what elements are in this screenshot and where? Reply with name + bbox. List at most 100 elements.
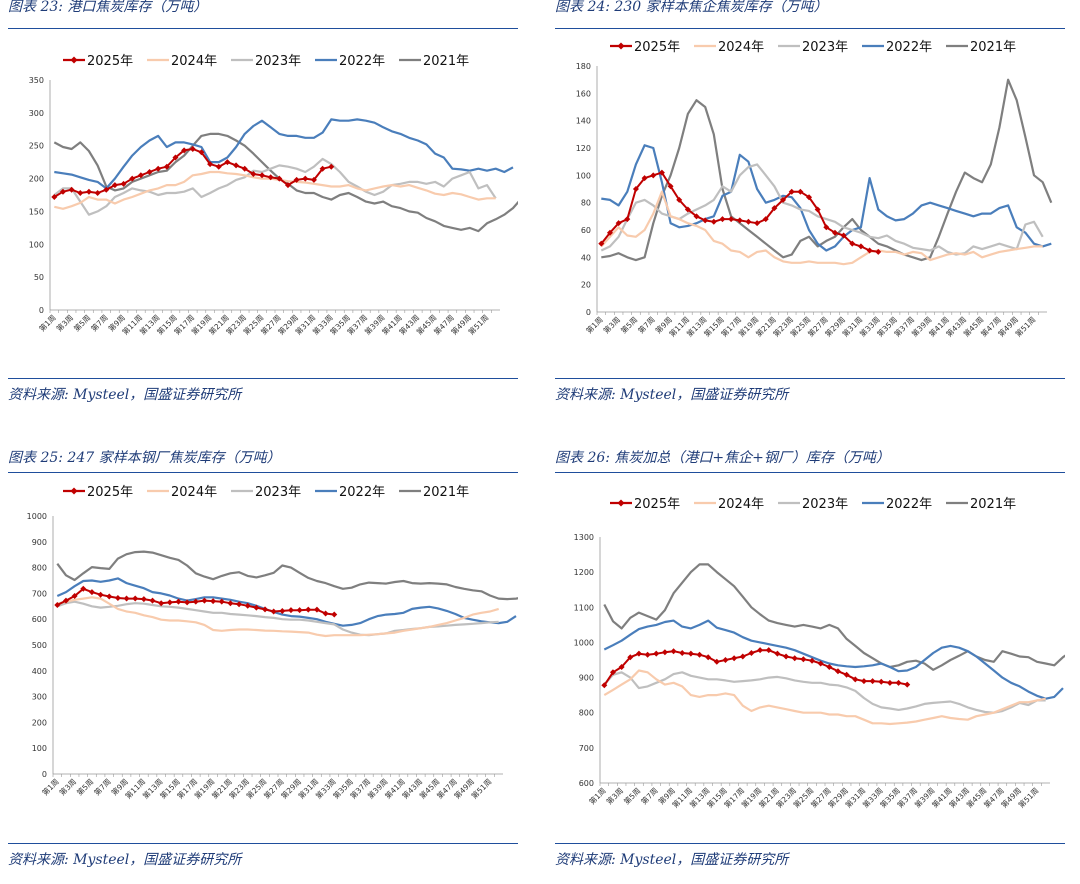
data-point [259, 172, 266, 179]
data-point [210, 598, 217, 605]
data-point [771, 205, 778, 212]
x-tick-label: 第3周 [601, 314, 622, 335]
data-point [719, 216, 726, 223]
y-tick-label: 1000 [574, 638, 594, 647]
x-tick-label: 第5周 [618, 314, 639, 335]
y-tick-label: 180 [576, 62, 591, 71]
legend-label: 2024年 [171, 54, 217, 69]
legend-label: 2021年 [970, 40, 1016, 55]
x-tick-label: 第5周 [74, 776, 95, 797]
legend-label: 2025年 [634, 40, 680, 55]
data-point [736, 217, 743, 224]
x-tick-label: 第1周 [584, 314, 605, 335]
y-tick-label: 400 [32, 667, 47, 676]
data-point [54, 602, 61, 609]
y-tick-label: 100 [29, 240, 44, 249]
y-tick-label: 160 [576, 89, 591, 98]
data-point [132, 595, 139, 602]
y-tick-label: 60 [581, 226, 591, 235]
data-point [875, 248, 882, 255]
series-line-2023年 [603, 671, 1046, 714]
series-line-2022年 [601, 144, 1052, 252]
chart-source: 资料来源: Mysteel，国盛证券研究所 [8, 387, 242, 403]
data-point [103, 186, 110, 193]
legend-label: 2021年 [423, 485, 469, 500]
data-point [111, 182, 118, 189]
data-point [313, 606, 320, 613]
data-point [262, 606, 269, 613]
data-point [250, 170, 257, 177]
data-point [85, 188, 92, 195]
data-point [155, 165, 162, 172]
data-point [123, 595, 130, 602]
data-point [68, 186, 75, 193]
source-rule [8, 378, 518, 379]
data-point [739, 653, 746, 660]
data-point [201, 597, 208, 604]
y-tick-label: 0 [39, 306, 44, 315]
data-point [762, 216, 769, 223]
legend-label: 2024年 [718, 497, 764, 512]
legend-label: 2021年 [423, 54, 469, 69]
data-point [826, 664, 833, 671]
data-point [644, 651, 651, 658]
x-tick-label: 第7周 [92, 776, 113, 797]
legend-label: 2024年 [718, 40, 764, 55]
y-tick-label: 350 [29, 76, 44, 85]
y-tick-label: 100 [576, 171, 591, 180]
caption-rule [8, 472, 518, 473]
line-chart-coking-plant-inventory: 020406080100120140160180第1周第3周第5周第7周第9周第… [576, 40, 1053, 339]
series-line-2024年 [603, 669, 1046, 726]
data-point [702, 217, 709, 224]
y-tick-label: 900 [579, 674, 594, 683]
data-point [904, 681, 911, 688]
data-point [670, 648, 677, 655]
x-tick-label: 第3周 [54, 312, 75, 333]
data-point [806, 194, 813, 201]
data-point [310, 176, 317, 183]
data-point [615, 220, 622, 227]
y-tick-label: 500 [32, 641, 47, 650]
legend-label: 2025年 [634, 497, 680, 512]
data-point [687, 650, 694, 657]
x-tick-label: 第5周 [621, 785, 642, 806]
chart-caption: 图表 24: 230 家样本焦企焦炭库存（万吨） [555, 0, 828, 15]
series-line-2021年 [53, 132, 518, 233]
data-point [302, 175, 309, 182]
source-rule [8, 843, 518, 844]
y-tick-label: 140 [576, 117, 591, 126]
chart-source: 资料来源: Mysteel，国盛证券研究所 [555, 852, 789, 868]
y-tick-label: 50 [34, 273, 44, 282]
data-point [765, 647, 772, 654]
legend-label: 2022年 [339, 485, 385, 500]
data-point [632, 186, 639, 192]
source-rule [555, 843, 1065, 844]
data-point [279, 607, 286, 614]
data-point [137, 172, 144, 179]
legend-label: 2023年 [802, 497, 848, 512]
y-tick-label: 20 [581, 281, 591, 290]
y-tick-label: 0 [42, 770, 47, 779]
data-point [305, 606, 312, 613]
data-point [653, 650, 660, 657]
y-tick-label: 800 [579, 709, 594, 718]
y-tick-label: 700 [32, 589, 47, 598]
data-point [166, 599, 173, 606]
data-point [800, 656, 807, 663]
y-tick-label: 200 [29, 175, 44, 184]
data-point [618, 664, 625, 671]
data-point [319, 165, 326, 172]
series-line-2024年 [54, 170, 496, 210]
data-point [175, 598, 182, 605]
data-point [624, 216, 631, 223]
data-point [791, 655, 798, 662]
data-point [627, 654, 634, 661]
legend-label: 2023年 [255, 54, 301, 69]
data-point [774, 650, 781, 657]
series-line-2024年 [57, 596, 500, 638]
data-point [287, 607, 294, 614]
data-point [97, 591, 104, 598]
data-point [233, 162, 240, 169]
data-point [158, 600, 165, 607]
data-point [667, 183, 674, 190]
